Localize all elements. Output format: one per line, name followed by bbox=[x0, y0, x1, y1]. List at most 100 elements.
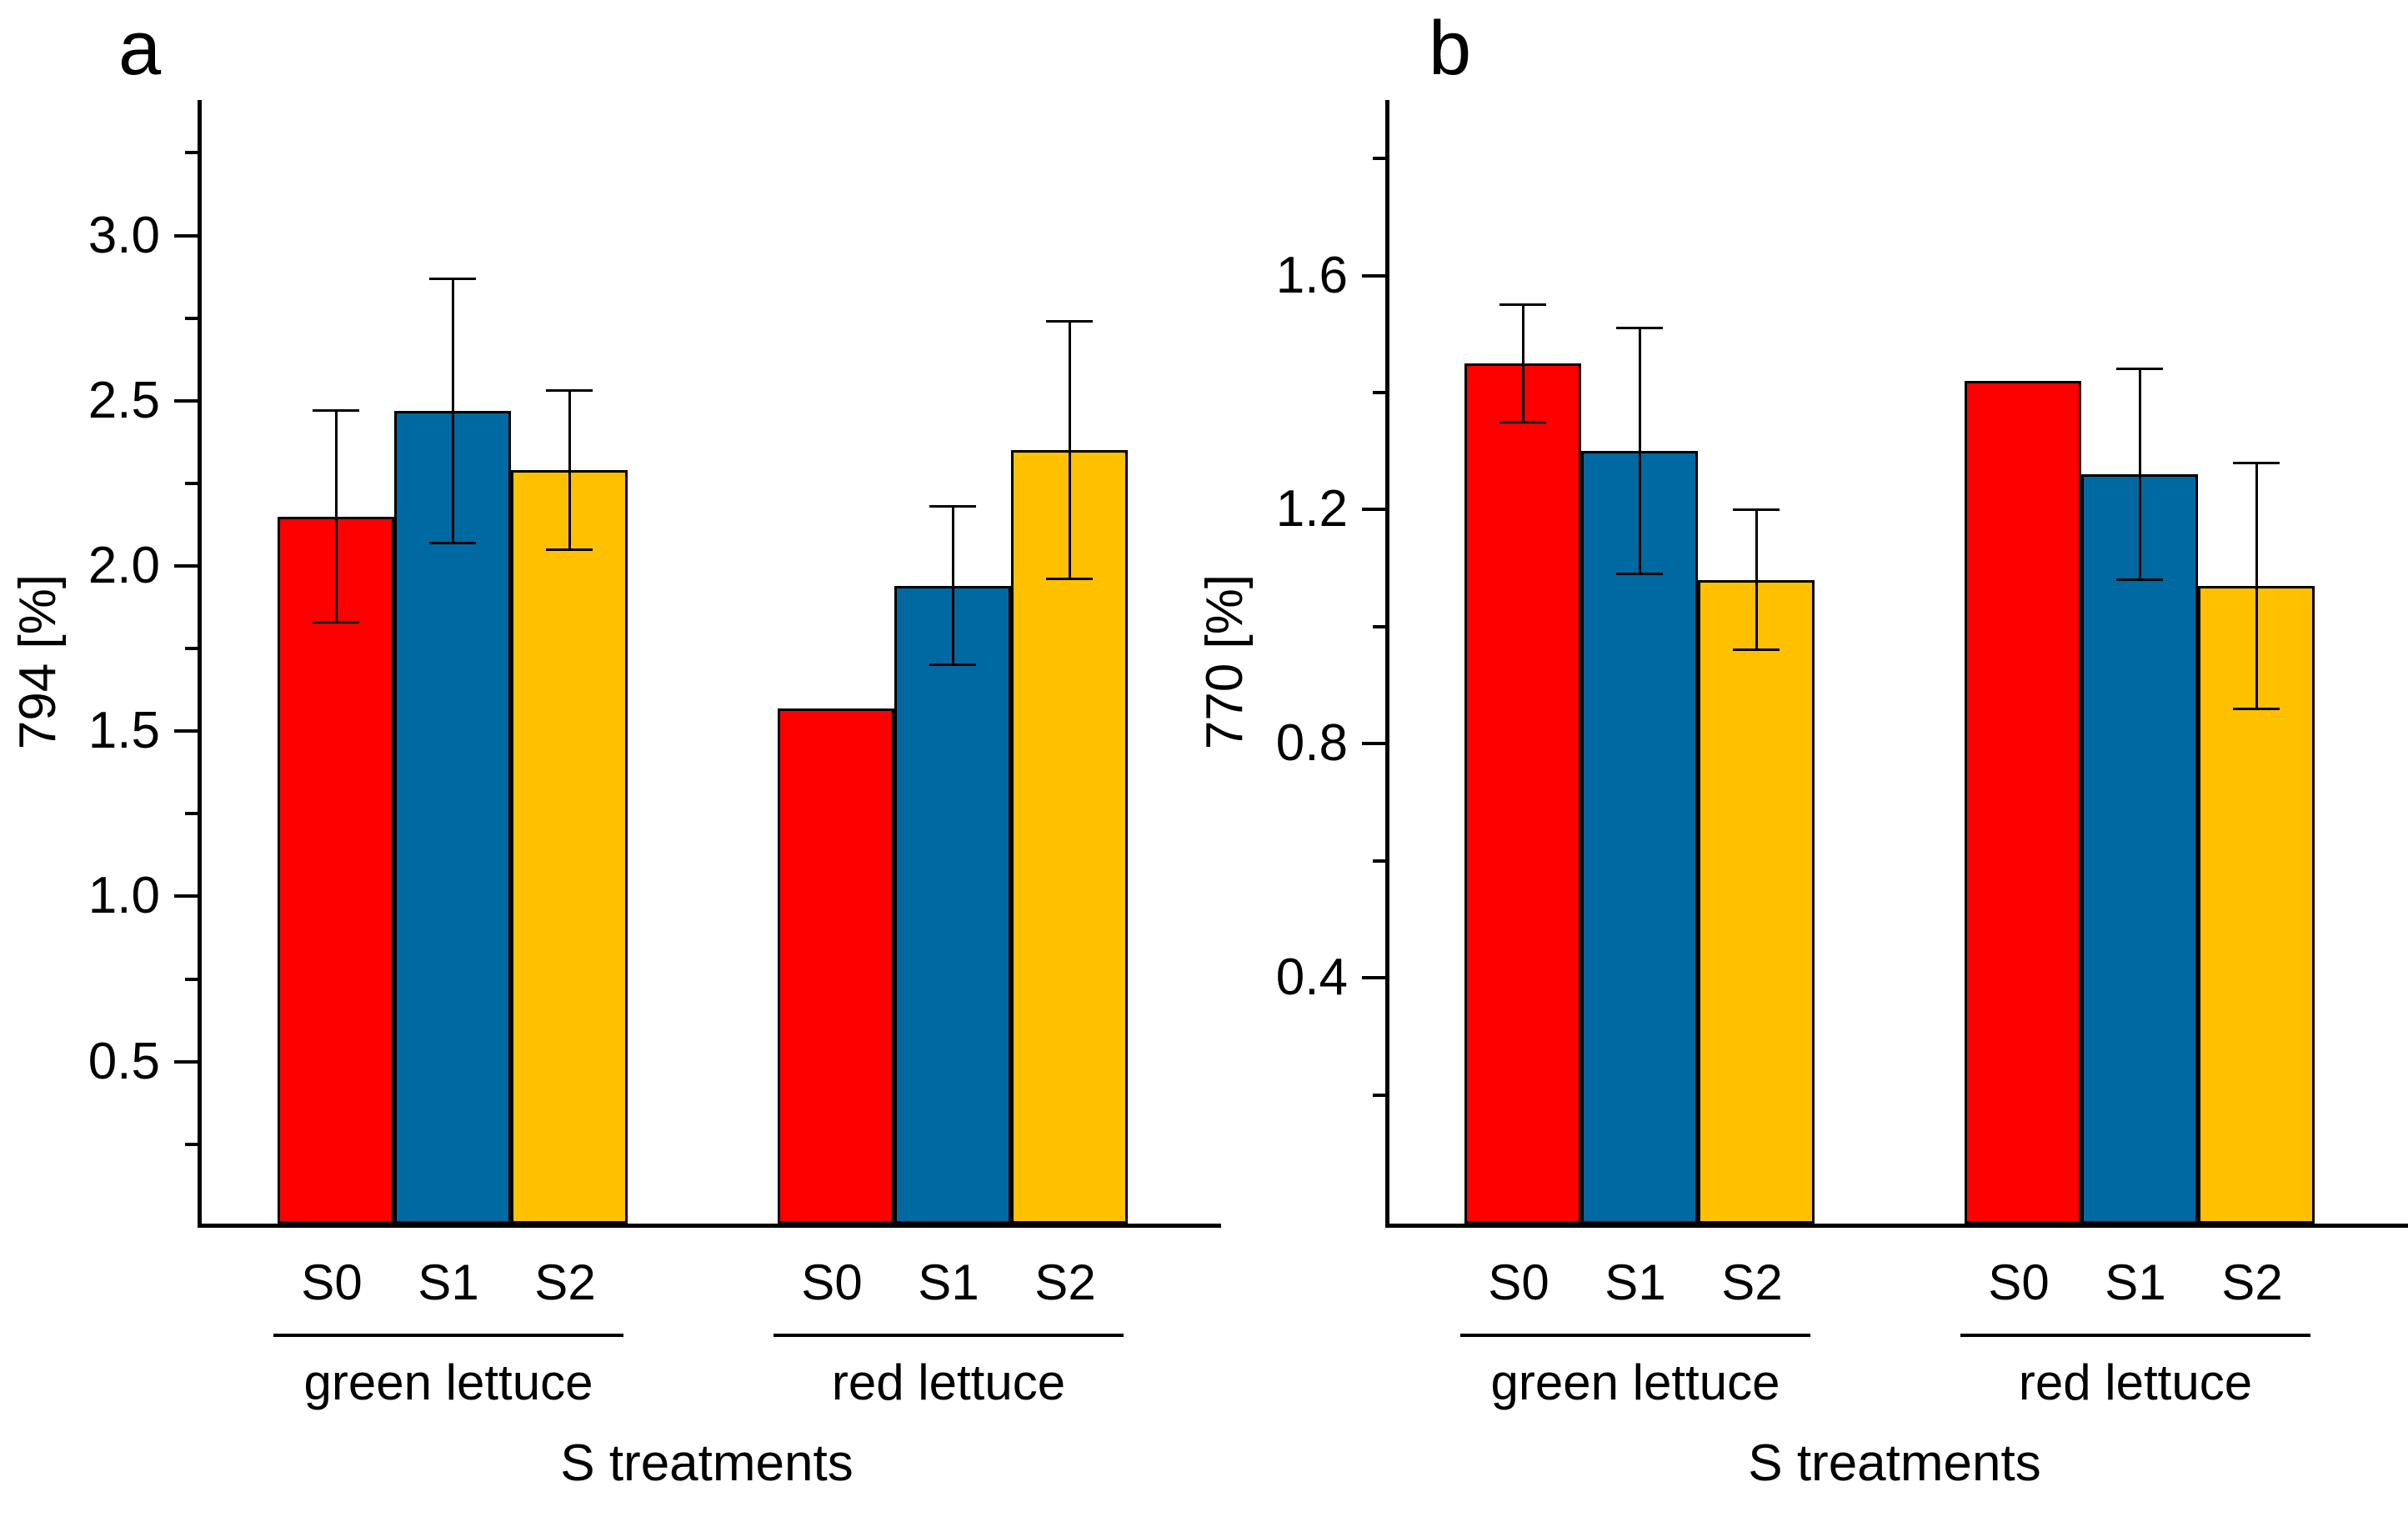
x-series-label: S2 bbox=[1034, 1254, 1096, 1310]
error-bar-line bbox=[451, 278, 454, 543]
y-tick-label: 1.0 bbox=[88, 867, 160, 925]
y-major-tick bbox=[1362, 273, 1385, 278]
y-major-tick bbox=[174, 564, 198, 568]
panel-letter-b: b bbox=[1429, 6, 1472, 91]
y-minor-tick bbox=[185, 812, 198, 816]
plot-area-b bbox=[1362, 100, 2408, 1228]
error-bar-line bbox=[951, 506, 954, 665]
y-tick-label: 1.5 bbox=[88, 702, 160, 760]
error-bar-cap bbox=[1733, 508, 1780, 511]
error-bar-line bbox=[1068, 321, 1071, 579]
bar-red-lettuce-S0 bbox=[778, 708, 894, 1224]
group-label-red-lettuce: red lettuce bbox=[2018, 1354, 2253, 1410]
group-underline bbox=[273, 1334, 623, 1337]
error-bar-line bbox=[568, 390, 571, 550]
y-minor-tick bbox=[185, 1142, 198, 1146]
x-series-label: S2 bbox=[534, 1254, 596, 1310]
y-major-tick bbox=[174, 1059, 198, 1064]
error-bar-cap bbox=[313, 409, 359, 413]
y-major-tick bbox=[1362, 508, 1385, 512]
y-major-tick bbox=[1362, 976, 1385, 980]
error-bar-cap bbox=[2116, 368, 2163, 371]
bar-green-lettuce-S2 bbox=[1698, 579, 1815, 1224]
x-series-label: S2 bbox=[2221, 1254, 2283, 1310]
error-bar-line bbox=[1755, 509, 1758, 650]
error-bar-cap bbox=[1046, 320, 1093, 323]
error-bar-cap bbox=[429, 277, 476, 280]
group-underline bbox=[1960, 1334, 2310, 1337]
x-series-label: S0 bbox=[301, 1254, 363, 1310]
y-minor-tick bbox=[1373, 624, 1385, 628]
y-minor-tick bbox=[1373, 157, 1385, 161]
error-bar-line bbox=[1638, 328, 1641, 574]
y-major-tick bbox=[1362, 742, 1385, 746]
y-major-tick bbox=[174, 233, 198, 238]
x-series-label: S1 bbox=[2105, 1254, 2166, 1310]
bar-red-lettuce-S1 bbox=[894, 585, 1011, 1224]
bar-green-lettuce-S1 bbox=[1581, 451, 1698, 1224]
error-bar-cap bbox=[929, 505, 976, 508]
error-bar-cap bbox=[2233, 707, 2280, 710]
group-label-red-lettuce: red lettuce bbox=[831, 1354, 1066, 1410]
y-tick-label: 0.5 bbox=[88, 1032, 160, 1090]
error-bar-cap bbox=[1616, 327, 1663, 330]
y-minor-tick bbox=[185, 151, 198, 155]
y-tick-label: 1.6 bbox=[1275, 246, 1348, 304]
error-bar-cap bbox=[1046, 578, 1093, 581]
error-bar-cap bbox=[313, 620, 359, 623]
error-bar-cap bbox=[2116, 578, 2163, 582]
error-bar-cap bbox=[1499, 303, 1546, 307]
y-minor-tick bbox=[1373, 391, 1385, 395]
y-minor-tick bbox=[1373, 859, 1385, 863]
y-minor-tick bbox=[185, 647, 198, 651]
x-series-label: S1 bbox=[418, 1254, 479, 1310]
bar-green-lettuce-S2 bbox=[511, 470, 628, 1224]
error-bar-cap bbox=[546, 548, 593, 551]
bar-green-lettuce-S0 bbox=[1464, 363, 1581, 1224]
x-axis-title-b: S treatments bbox=[1748, 1434, 2041, 1492]
error-bar-line bbox=[1521, 304, 1524, 423]
y-major-tick bbox=[174, 398, 198, 403]
error-bar-cap bbox=[1616, 573, 1663, 576]
error-bar-line bbox=[2255, 463, 2258, 709]
x-series-label: S0 bbox=[1488, 1254, 1549, 1310]
bar-red-lettuce-S0 bbox=[1965, 381, 2081, 1224]
y-major-tick bbox=[174, 894, 198, 899]
error-bar-cap bbox=[929, 663, 976, 667]
error-bar-line bbox=[2138, 368, 2141, 580]
y-tick-label: 0.4 bbox=[1275, 949, 1348, 1007]
error-bar-cap bbox=[2233, 461, 2280, 464]
y-tick-label: 0.8 bbox=[1275, 714, 1348, 773]
x-series-label: S0 bbox=[801, 1254, 863, 1310]
y-tick-label: 2.5 bbox=[88, 371, 160, 429]
y-tick-label: 3.0 bbox=[88, 206, 160, 264]
x-series-label: S1 bbox=[918, 1254, 979, 1310]
group-label-green-lettuce: green lettuce bbox=[1490, 1354, 1780, 1410]
plot-area-a bbox=[174, 100, 1221, 1228]
x-series-label: S0 bbox=[1988, 1254, 2050, 1310]
group-label-green-lettuce: green lettuce bbox=[303, 1354, 593, 1410]
x-axis-title-a: S treatments bbox=[560, 1434, 854, 1492]
error-bar-line bbox=[334, 410, 338, 623]
y-tick-label: 1.2 bbox=[1275, 480, 1348, 538]
error-bar-cap bbox=[546, 389, 593, 393]
y-major-tick bbox=[174, 729, 198, 733]
y-minor-tick bbox=[185, 977, 198, 981]
y-minor-tick bbox=[185, 316, 198, 320]
group-underline bbox=[773, 1334, 1124, 1337]
panel-letter-a: a bbox=[118, 6, 162, 91]
x-series-label: S2 bbox=[1721, 1254, 1783, 1310]
group-underline bbox=[1460, 1334, 1810, 1337]
error-bar-cap bbox=[1499, 420, 1546, 423]
error-bar-cap bbox=[1733, 648, 1780, 652]
bar-red-lettuce-S1 bbox=[2081, 474, 2198, 1224]
y-minor-tick bbox=[185, 481, 198, 485]
bar-green-lettuce-S1 bbox=[394, 410, 511, 1224]
y-tick-label: 2.0 bbox=[88, 537, 160, 595]
bar-red-lettuce-S2 bbox=[2198, 585, 2315, 1224]
error-bar-cap bbox=[429, 541, 476, 544]
x-series-label: S1 bbox=[1604, 1254, 1666, 1310]
bar-green-lettuce-S0 bbox=[278, 516, 394, 1224]
y-minor-tick bbox=[1373, 1093, 1385, 1097]
